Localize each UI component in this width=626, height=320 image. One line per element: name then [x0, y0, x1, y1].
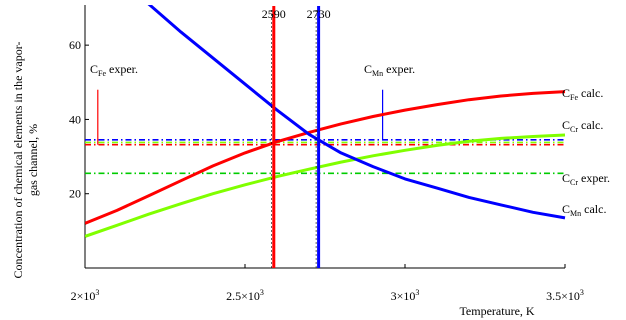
annotation-cr-exper: CCr exper.: [562, 171, 610, 187]
y-axis-label-line-1: Concentration of chemical elements in th…: [11, 41, 25, 278]
series-line-cr: [85, 133, 566, 238]
annotation-mn-exper: CMn exper.: [364, 62, 415, 78]
y-axis-label-line-2: gas channel, %: [26, 124, 40, 196]
series-label-cr-calc: CCr calc.: [562, 118, 603, 134]
y-tick-label-0: 20: [69, 187, 81, 201]
vline-label-2590: 2590: [262, 7, 286, 21]
annotation-fe-exper: CFe exper.: [90, 62, 138, 78]
y-tick-label-2: 60: [69, 38, 81, 52]
series-line-fe: [85, 90, 566, 225]
x-tick-label-2: 3×103: [391, 288, 420, 303]
x-tick-label-3: 3.5×103: [546, 288, 584, 303]
x-tick-label-0: 2×103: [71, 288, 100, 303]
x-axis-label: Temperature, K: [459, 304, 534, 318]
series-label-fe-calc: CFe calc.: [562, 86, 603, 102]
vline-label-2730: 2730: [307, 7, 331, 21]
series-line-mn: [147, 5, 566, 220]
x-tick-label-1: 2.5×103: [226, 288, 264, 303]
series-label-mn-calc: CMn calc.: [562, 202, 606, 218]
y-tick-label-1: 40: [69, 112, 81, 126]
